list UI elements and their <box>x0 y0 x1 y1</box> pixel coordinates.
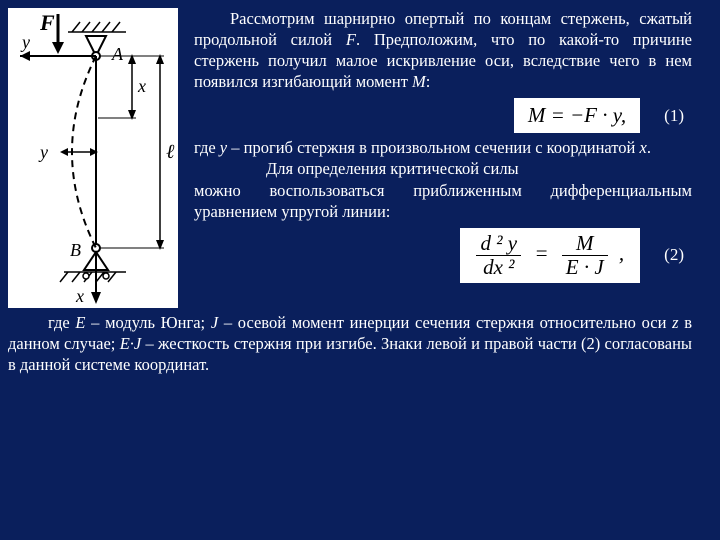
paragraph-2: где y – прогиб стержня в произвольном се… <box>194 137 692 158</box>
bottom-paragraph: где E – модуль Юнга; J – осевой момент и… <box>8 312 692 375</box>
label-A: A <box>111 44 124 64</box>
text-column: Рассмотрим шарнирно опертый по концам ст… <box>194 8 692 287</box>
equation-2-row: d ² y dx ² = M E · J , (2) <box>194 228 692 283</box>
label-x-axis: x <box>75 286 84 306</box>
label-length: ℓ <box>166 141 175 163</box>
p1-c: : <box>426 72 431 91</box>
equation-2-number: (2) <box>664 244 684 266</box>
eq2-lhs-num: d ² y <box>476 232 521 256</box>
p1-M: M <box>412 72 426 91</box>
equation-1-box: M = −F · y, <box>514 98 640 133</box>
eq2-lhs: d ² y dx ² <box>476 232 521 279</box>
b-c: – осевой момент инерции сечения стержня … <box>218 313 672 332</box>
p2-x: x <box>640 138 647 157</box>
paragraph-3b: можно воспользоваться приближенным диффе… <box>194 180 692 222</box>
label-y-defl: y <box>38 142 48 162</box>
b-EJ: E·J <box>120 334 142 353</box>
equation-1-number: (1) <box>664 105 684 127</box>
diagram-svg: A y F <box>8 8 178 308</box>
label-B: B <box>70 240 81 260</box>
eq2-rhs-den: E · J <box>562 256 608 279</box>
b-E: E <box>75 313 85 332</box>
equation-2-box: d ² y dx ² = M E · J , <box>460 228 640 283</box>
p2-b: – прогиб стержня в произвольном сечении … <box>227 138 639 157</box>
b-b: – модуль Юнга; <box>85 313 210 332</box>
label-y-axis: y <box>20 32 30 52</box>
top-row: A y F <box>8 8 692 308</box>
paragraph-1: Рассмотрим шарнирно опертый по концам ст… <box>194 8 692 92</box>
label-F: F <box>39 10 55 35</box>
eq2-rhs-num: M <box>562 232 608 256</box>
label-x-dim: x <box>137 76 146 96</box>
p2-c: . <box>647 138 651 157</box>
paragraph-3a: Для определения критической силы <box>194 158 692 179</box>
slide: A y F <box>0 0 720 540</box>
eq2-equals: = <box>534 241 548 265</box>
p2-a: где <box>194 138 220 157</box>
b-a: где <box>48 313 75 332</box>
eq2-tail: , <box>619 241 624 265</box>
p1-F: F <box>346 30 356 49</box>
eq2-rhs: M E · J <box>562 232 608 279</box>
eq2-lhs-den: dx ² <box>476 256 521 279</box>
column-buckling-diagram: A y F <box>8 8 178 308</box>
equation-1-row: M = −F · y, (1) <box>194 98 692 133</box>
